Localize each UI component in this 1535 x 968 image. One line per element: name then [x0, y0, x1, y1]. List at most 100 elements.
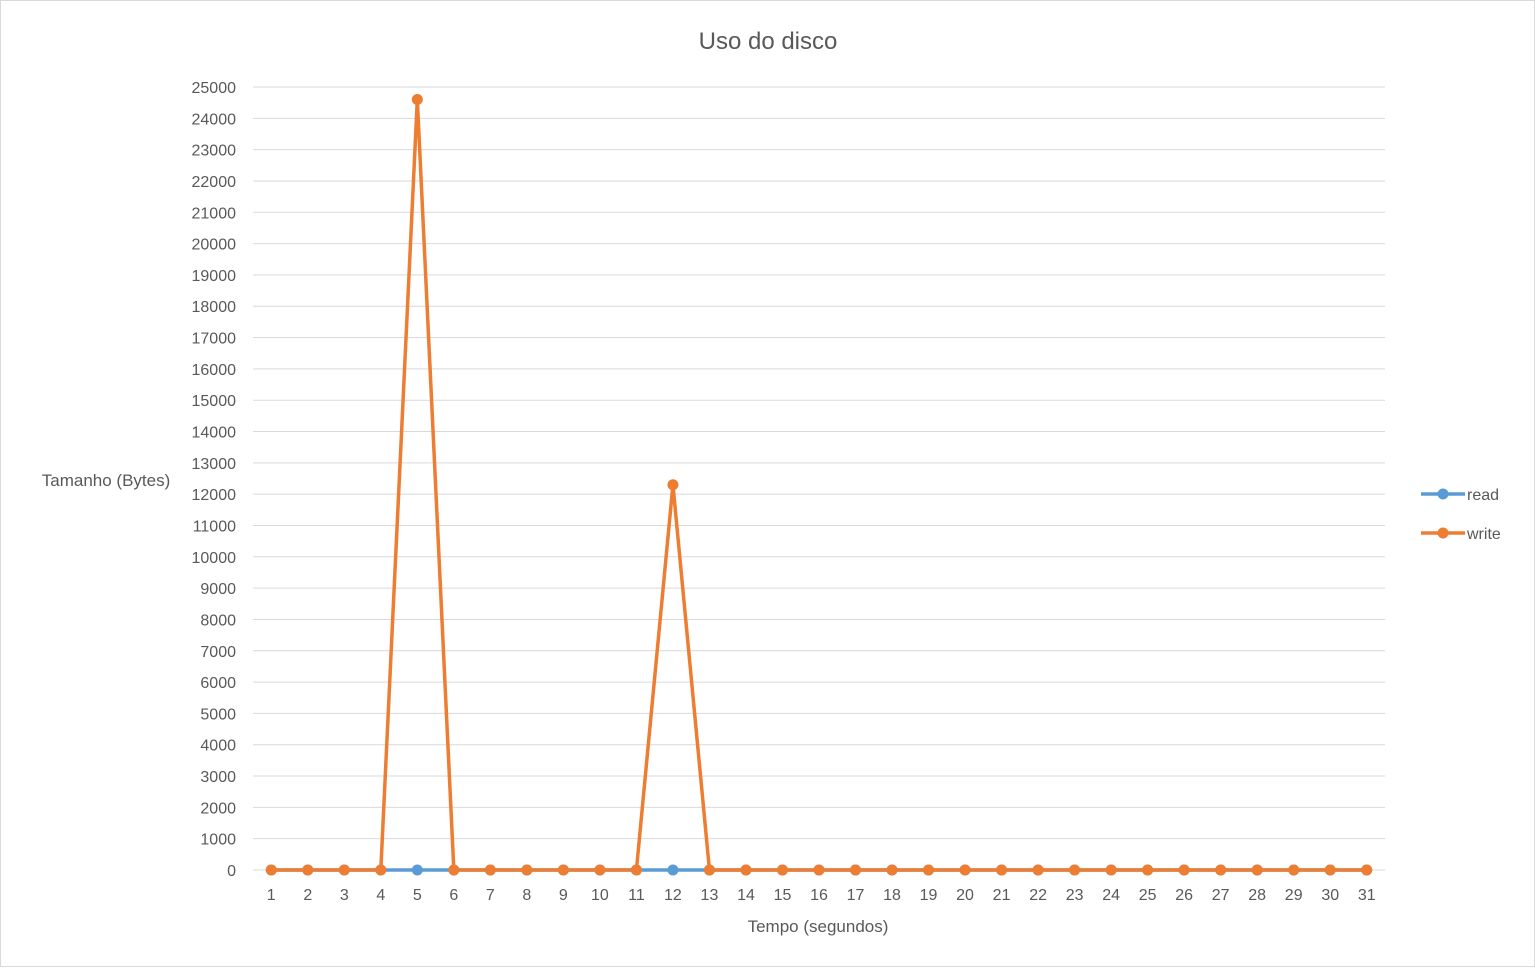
x-axis-title: Tempo (segundos): [748, 917, 889, 936]
legend-label: read: [1467, 487, 1499, 504]
y-tick-label: 7000: [200, 644, 236, 661]
x-tick-label: 7: [486, 887, 495, 904]
x-tick-label: 6: [449, 887, 458, 904]
y-tick-label: 12000: [192, 487, 237, 504]
y-tick-label: 14000: [192, 425, 237, 442]
data-point: [1251, 864, 1263, 876]
y-tick-label: 16000: [192, 362, 237, 379]
y-tick-label: 20000: [192, 237, 237, 254]
y-tick-label: 9000: [200, 581, 236, 598]
series-write: [265, 94, 1373, 876]
data-point: [703, 864, 715, 876]
y-tick-label: 8000: [200, 612, 236, 629]
legend-marker: [1437, 488, 1449, 500]
x-tick-label: 24: [1102, 887, 1120, 904]
chart-title: Uso do disco: [699, 28, 838, 55]
data-point: [1069, 864, 1081, 876]
x-tick-label: 3: [340, 887, 349, 904]
y-axis-ticks: 0 1000 2000 3000 4000 5000 6000 7000 8000 9000 100…: [192, 80, 237, 880]
y-tick-label: 22000: [192, 174, 237, 191]
y-tick-label: 13000: [192, 456, 237, 473]
data-point: [1032, 864, 1044, 876]
x-tick-label: 20: [956, 887, 974, 904]
x-axis-ticks: 1 2 3 4 5 6 7 8 9 10 11 12 13 14 15 16 17 18 19 20 21 22 23 24 2…: [267, 887, 1376, 904]
x-tick-label: 1: [267, 887, 276, 904]
x-tick-label: 2: [303, 887, 312, 904]
legend: read write: [1421, 487, 1501, 543]
data-point: [850, 864, 862, 876]
legend-marker: [1437, 527, 1449, 539]
y-tick-label: 17000: [192, 331, 237, 348]
data-point: [667, 864, 679, 876]
data-point: [1178, 864, 1190, 876]
y-tick-label: 5000: [200, 706, 236, 723]
x-tick-label: 16: [810, 887, 828, 904]
data-point: [265, 864, 277, 876]
y-tick-label: 19000: [192, 268, 237, 285]
series-line: [271, 97, 1367, 872]
x-tick-label: 13: [701, 887, 719, 904]
x-tick-label: 18: [883, 887, 901, 904]
data-point: [411, 864, 423, 876]
y-tick-label: 2000: [200, 800, 236, 817]
y-tick-label: 0: [227, 863, 236, 880]
data-point: [1142, 864, 1154, 876]
data-point: [1288, 864, 1300, 876]
y-tick-label: 25000: [192, 80, 237, 97]
legend-item-write: write: [1421, 526, 1501, 543]
data-point: [886, 864, 898, 876]
data-point: [740, 864, 752, 876]
data-point: [667, 479, 679, 491]
y-tick-label: 4000: [200, 738, 236, 755]
x-tick-label: 11: [628, 887, 645, 904]
data-point: [996, 864, 1008, 876]
x-tick-label: 15: [774, 887, 792, 904]
y-tick-label: 11000: [193, 518, 236, 535]
y-tick-label: 3000: [200, 769, 236, 786]
x-tick-label: 19: [920, 887, 938, 904]
x-tick-label: 29: [1285, 887, 1303, 904]
data-point: [1361, 864, 1373, 876]
x-tick-label: 9: [559, 887, 568, 904]
data-point: [338, 864, 350, 876]
x-tick-label: 30: [1321, 887, 1339, 904]
y-tick-label: 6000: [200, 675, 236, 692]
x-tick-label: 8: [522, 887, 531, 904]
y-tick-label: 1000: [200, 832, 236, 849]
data-point: [1215, 864, 1227, 876]
x-tick-label: 25: [1139, 887, 1157, 904]
data-point: [557, 864, 569, 876]
x-tick-label: 23: [1066, 887, 1084, 904]
data-point: [484, 864, 496, 876]
y-tick-label: 23000: [192, 143, 237, 160]
x-tick-label: 4: [376, 887, 385, 904]
y-tick-label: 10000: [192, 550, 237, 567]
x-tick-label: 27: [1212, 887, 1230, 904]
data-point: [594, 864, 606, 876]
y-tick-label: 21000: [192, 205, 237, 222]
y-tick-label: 24000: [192, 111, 237, 128]
data-point: [521, 864, 533, 876]
x-tick-label: 17: [847, 887, 865, 904]
data-point: [630, 864, 642, 876]
gridlines: [253, 86, 1385, 871]
x-tick-label: 21: [993, 887, 1011, 904]
data-point: [1324, 864, 1336, 876]
x-tick-label: 28: [1248, 887, 1266, 904]
y-tick-label: 15000: [192, 393, 237, 410]
x-tick-label: 31: [1358, 887, 1376, 904]
data-point: [776, 864, 788, 876]
legend-item-read: read: [1421, 487, 1499, 504]
series-layer: [265, 94, 1373, 876]
y-axis-title: Tamanho (Bytes): [42, 471, 171, 490]
data-point: [923, 864, 935, 876]
x-tick-label: 10: [591, 887, 609, 904]
legend-label: write: [1466, 526, 1501, 543]
data-point: [302, 864, 314, 876]
data-point: [1105, 864, 1117, 876]
x-tick-label: 12: [664, 887, 682, 904]
y-tick-label: 18000: [192, 299, 237, 316]
data-point: [375, 864, 387, 876]
